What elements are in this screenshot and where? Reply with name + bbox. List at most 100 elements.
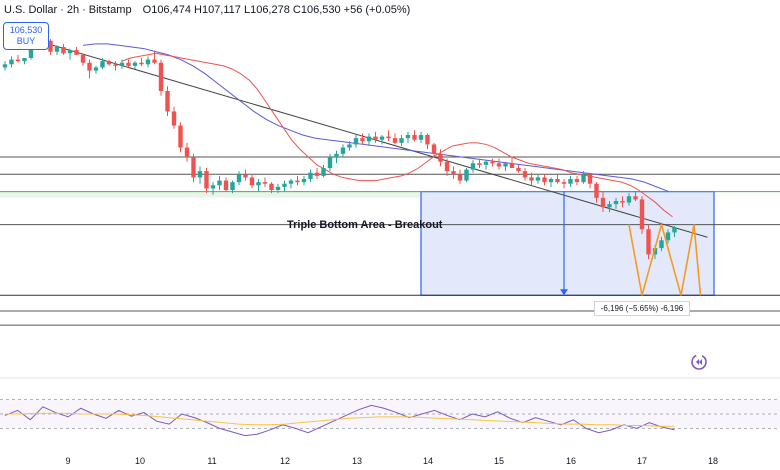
candle-body xyxy=(392,138,398,143)
candle-body xyxy=(314,172,320,176)
candle-body xyxy=(210,185,216,189)
candle-body xyxy=(158,62,164,91)
candle-body xyxy=(126,62,131,66)
candle-body xyxy=(178,125,183,148)
candle-body xyxy=(249,177,255,186)
candle-body xyxy=(561,182,567,184)
buy-label: BUY xyxy=(16,36,36,46)
candle-body xyxy=(106,61,112,65)
ma-fast-line xyxy=(121,52,673,218)
candle-body xyxy=(334,153,339,157)
candle-body xyxy=(204,171,209,189)
projection-zigzag xyxy=(628,221,702,296)
ohlc-values: O106,474 H107,117 L106,278 C106,530 +56 … xyxy=(142,4,411,16)
candle-body xyxy=(184,147,190,157)
candle-body xyxy=(444,161,450,172)
interval-label: 2h xyxy=(66,4,80,16)
candle-body xyxy=(145,59,151,65)
candle-body xyxy=(639,199,645,230)
candle-body xyxy=(269,183,274,190)
candle-body xyxy=(535,177,541,181)
candle-body xyxy=(399,138,404,143)
candle-body xyxy=(197,171,203,178)
candle-body xyxy=(509,163,515,168)
candle-body xyxy=(93,67,99,71)
candle-body xyxy=(477,163,482,165)
candle-body xyxy=(275,186,281,190)
candle-body xyxy=(152,59,157,63)
candle-body xyxy=(74,50,79,55)
candle-body xyxy=(607,204,612,208)
candle-body xyxy=(132,62,138,66)
x-tick-label: 12 xyxy=(279,456,291,466)
candle-body xyxy=(48,40,53,52)
candle-body xyxy=(659,240,664,249)
candle-body xyxy=(574,179,580,183)
candle-body xyxy=(496,163,502,167)
candle-body xyxy=(438,153,443,162)
candle-body xyxy=(67,50,73,54)
candle-body xyxy=(542,177,547,183)
support-shade xyxy=(0,191,421,198)
candle-body xyxy=(113,64,118,66)
candle-body xyxy=(262,182,268,184)
candle-body xyxy=(431,144,437,154)
candle-body xyxy=(594,183,599,198)
candle-body xyxy=(412,135,417,140)
candle-body xyxy=(353,138,359,145)
candle-body xyxy=(256,182,261,186)
candle-body xyxy=(548,179,554,183)
candle-body xyxy=(301,179,307,183)
candle-body xyxy=(613,201,619,205)
candle-body xyxy=(490,161,495,164)
measure-label: -6,196 (−5.65%) -6,196 xyxy=(594,301,690,316)
candle-body xyxy=(223,180,229,190)
buy-price-badge[interactable]: 106,530 BUY xyxy=(3,22,49,50)
candle-body xyxy=(405,135,411,139)
x-tick-label: 15 xyxy=(493,456,505,466)
candle-body xyxy=(80,54,86,63)
x-tick-label: 10 xyxy=(134,456,146,466)
candle-body xyxy=(282,183,287,187)
candle-body xyxy=(633,196,638,200)
candle-body xyxy=(87,62,92,71)
candle-body xyxy=(321,168,326,176)
candle-body xyxy=(119,62,125,66)
x-tick-label: 11 xyxy=(207,456,217,466)
x-tick-label: 18 xyxy=(707,456,719,466)
buy-price: 106,530 xyxy=(9,25,43,35)
candle-body xyxy=(425,135,430,145)
x-tick-label: 13 xyxy=(351,456,363,466)
x-tick-label: 14 xyxy=(422,456,434,466)
candle-body xyxy=(308,172,313,179)
candle-body xyxy=(587,174,593,184)
candle-body xyxy=(230,182,235,190)
candle-body xyxy=(9,59,14,65)
x-tick-label: 17 xyxy=(636,456,648,466)
candle-body xyxy=(347,144,352,148)
candle-body xyxy=(100,61,105,68)
candle-body xyxy=(379,136,385,140)
candle-body xyxy=(581,174,586,183)
candle-body xyxy=(483,161,489,165)
candle-body xyxy=(464,169,469,181)
rsi-signal-line xyxy=(5,412,675,427)
candle-body xyxy=(295,180,300,183)
replay-icon[interactable] xyxy=(690,353,708,371)
exchange-label: Bitstamp xyxy=(88,4,132,16)
ohlc-header: U.S. Dollar · 2h · Bitstamp O106,474 H107,11… xyxy=(4,4,411,16)
candle-body xyxy=(373,136,378,140)
candle-body xyxy=(340,147,346,154)
candle-body xyxy=(516,168,521,172)
candle-body xyxy=(626,196,632,203)
candle-body xyxy=(54,47,60,52)
candle-body xyxy=(61,47,66,54)
candle-body xyxy=(366,136,372,142)
candle-body xyxy=(503,163,508,167)
symbol-name: U.S. Dollar xyxy=(4,4,58,16)
candle-body xyxy=(2,64,8,68)
candle-body xyxy=(165,91,170,112)
pattern-zone xyxy=(420,190,715,296)
candle-body xyxy=(22,58,27,62)
